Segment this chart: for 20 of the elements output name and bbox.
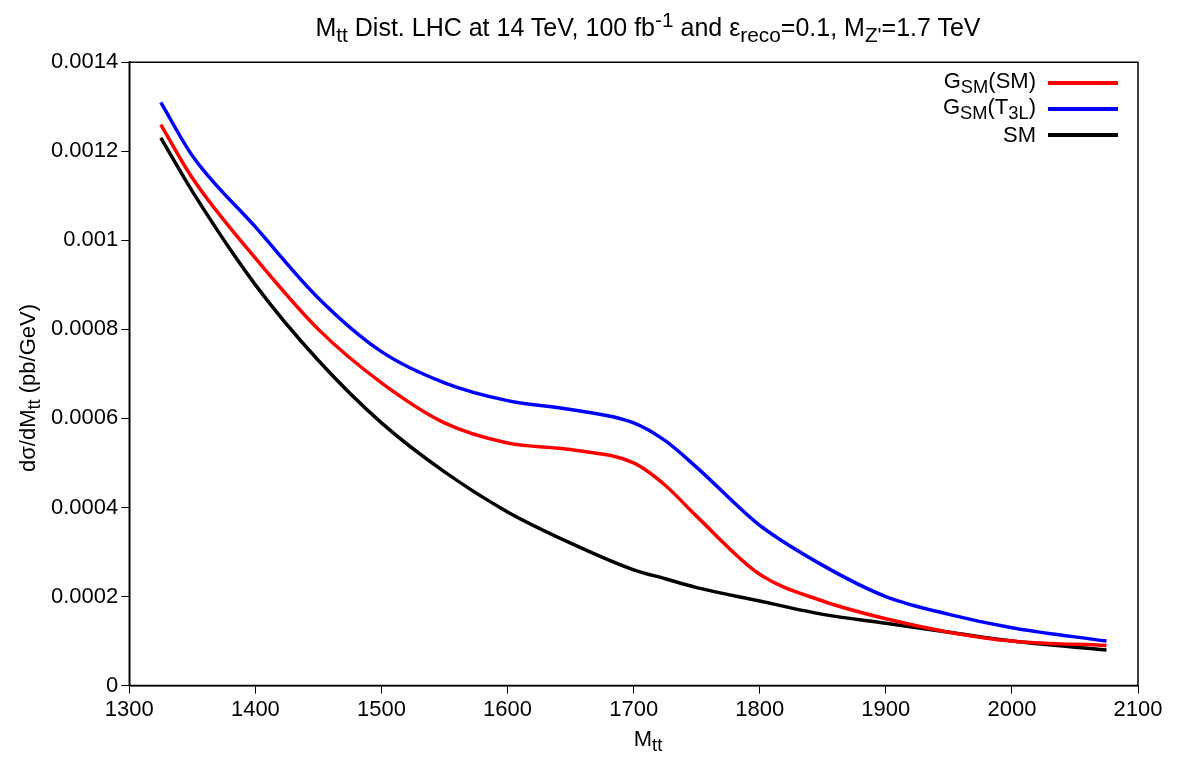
y-tick-label: 0 bbox=[106, 671, 119, 697]
x-tick-label: 1900 bbox=[861, 695, 911, 721]
y-tick-label: 0.0014 bbox=[50, 48, 119, 74]
chart-title: M$_{tt}$ Dist. LHC at 14 TeV, 100 fb$^{-1}$ and ε$_{reco}$=0.1, M$_{Z'}$=1.7 TeV bbox=[315, 8, 981, 47]
y-tick-label: 0.0012 bbox=[50, 137, 119, 163]
y-tick-label: 0.0004 bbox=[50, 493, 119, 519]
x-tick-label: 1300 bbox=[104, 695, 154, 721]
y-tick-label: 0.0002 bbox=[50, 582, 119, 608]
x-tick-label: 1600 bbox=[483, 695, 533, 721]
y-tick-label: 0.0008 bbox=[50, 315, 119, 341]
legend-label: SM bbox=[1003, 122, 1036, 148]
x-tick-label: 1400 bbox=[230, 695, 280, 721]
y-tick-label: 0.0006 bbox=[50, 404, 119, 430]
x-axis-title: M$_{tt}$ bbox=[632, 726, 664, 757]
x-tick-label: 2000 bbox=[987, 695, 1037, 721]
x-tick-label: 1500 bbox=[356, 695, 406, 721]
x-tick-label: 2100 bbox=[1113, 695, 1163, 721]
x-tick-label: 1800 bbox=[735, 695, 785, 721]
x-tick-label: 1700 bbox=[609, 695, 659, 721]
y-tick-label: 0.001 bbox=[63, 226, 119, 252]
